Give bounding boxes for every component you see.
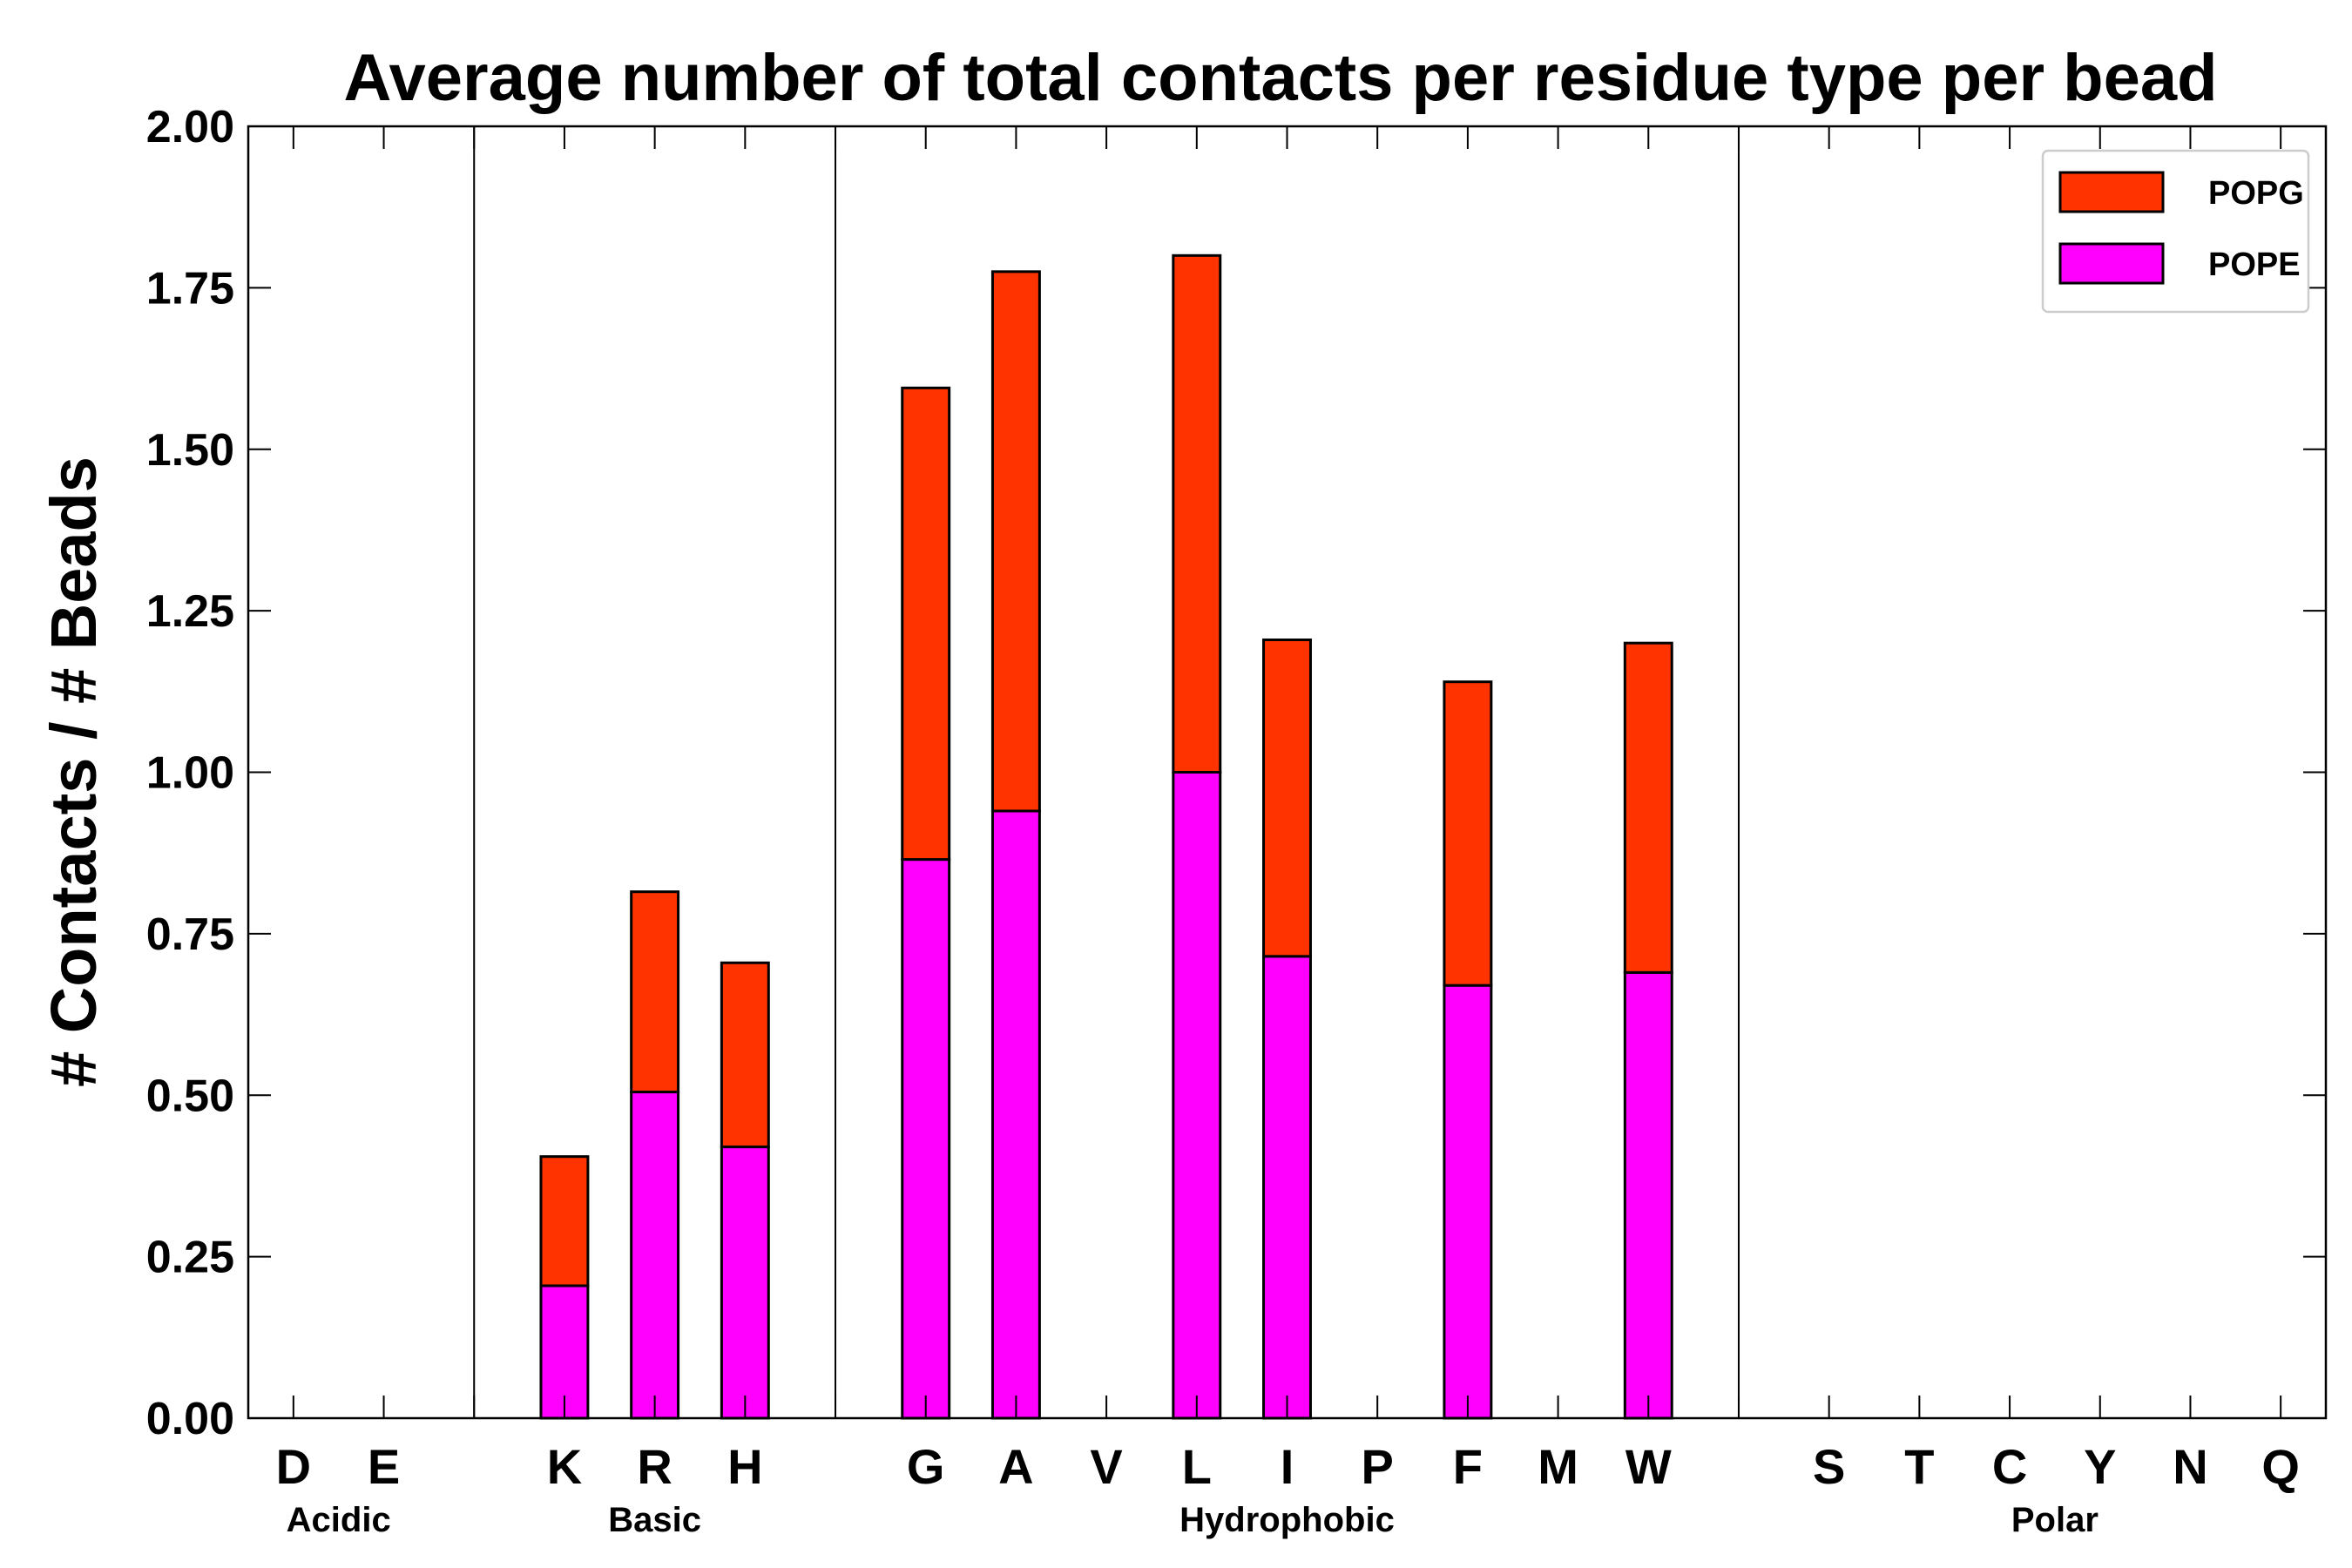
x-tick-label-G: G bbox=[907, 1439, 945, 1494]
bar-pope-I bbox=[1262, 955, 1312, 1420]
bar-pope-F bbox=[1443, 983, 1493, 1420]
x-tick-label-F: F bbox=[1453, 1439, 1483, 1494]
bar-pope-L bbox=[1172, 771, 1222, 1420]
y-tick-label: 2.00 bbox=[146, 102, 234, 152]
y-tick-label: 1.25 bbox=[146, 586, 234, 637]
bar-pope-A bbox=[990, 809, 1041, 1420]
legend-label-popg: POPG bbox=[2208, 175, 2304, 212]
group-label-acidic: Acidic bbox=[287, 1501, 391, 1539]
bar-popg-R bbox=[630, 890, 680, 1094]
x-tick-label-T: T bbox=[1904, 1439, 1934, 1494]
bar-popg-A bbox=[990, 270, 1041, 813]
bar-popg-L bbox=[1172, 253, 1222, 774]
bar-pope-R bbox=[630, 1091, 680, 1420]
y-tick-label: 1.00 bbox=[146, 748, 234, 799]
x-tick-label-A: A bbox=[998, 1439, 1033, 1494]
bar-pope-H bbox=[720, 1146, 770, 1420]
bar-pope-G bbox=[901, 858, 951, 1420]
x-tick-label-N: N bbox=[2173, 1439, 2207, 1494]
group-label-basic: Basic bbox=[608, 1501, 701, 1539]
x-tick-label-H: H bbox=[727, 1439, 762, 1494]
plot-area: 0.00 0.25 0.50 0.75 1.00 1.25 1.50 1.75 2.00 D E K R… bbox=[146, 102, 2328, 1539]
x-tick-label-K: K bbox=[547, 1439, 582, 1494]
x-tick-label-C: C bbox=[1992, 1439, 2027, 1494]
x-tick-label-I: I bbox=[1281, 1439, 1294, 1494]
x-tick-label-L: L bbox=[1182, 1439, 1212, 1494]
x-tick-label-E: E bbox=[368, 1439, 400, 1494]
group-label-polar: Polar bbox=[2011, 1501, 2099, 1539]
x-tick-label-Y: Y bbox=[2084, 1439, 2116, 1494]
y-tick-label: 0.00 bbox=[146, 1394, 234, 1444]
y-axis-label: # Contacts / # Beads bbox=[37, 456, 110, 1087]
legend-swatch-popg bbox=[2058, 171, 2165, 213]
y-tick-label: 0.25 bbox=[146, 1233, 234, 1283]
chart-title: Average number of total contacts per res… bbox=[343, 41, 2217, 115]
group-label-hydrophobic: Hydrophobic bbox=[1179, 1501, 1395, 1539]
x-tick-label-S: S bbox=[1813, 1439, 1845, 1494]
y-tick-label: 1.50 bbox=[146, 425, 234, 476]
x-tick-label-R: R bbox=[637, 1439, 672, 1494]
x-tick-label-M: M bbox=[1538, 1439, 1578, 1494]
x-tick-label-D: D bbox=[276, 1439, 311, 1494]
y-tick-label: 0.50 bbox=[146, 1071, 234, 1121]
bar-popg-H bbox=[720, 961, 770, 1149]
bar-popg-K bbox=[539, 1155, 590, 1288]
bar-popg-F bbox=[1443, 680, 1493, 987]
x-tick-label-V: V bbox=[1090, 1439, 1122, 1494]
x-tick-label-W: W bbox=[1625, 1439, 1672, 1494]
x-tick-label-Q: Q bbox=[2261, 1439, 2300, 1494]
y-tick-label: 0.75 bbox=[146, 909, 234, 960]
y-tick-label: 1.75 bbox=[146, 263, 234, 314]
bar-popg-G bbox=[901, 386, 951, 862]
bar-popg-W bbox=[1623, 641, 1673, 974]
legend-swatch-pope bbox=[2058, 242, 2165, 285]
bar-popg-I bbox=[1262, 638, 1312, 958]
legend-label-pope: POPE bbox=[2208, 247, 2301, 283]
bar-pope-W bbox=[1623, 970, 1673, 1420]
x-tick-label-P: P bbox=[1362, 1439, 1394, 1494]
